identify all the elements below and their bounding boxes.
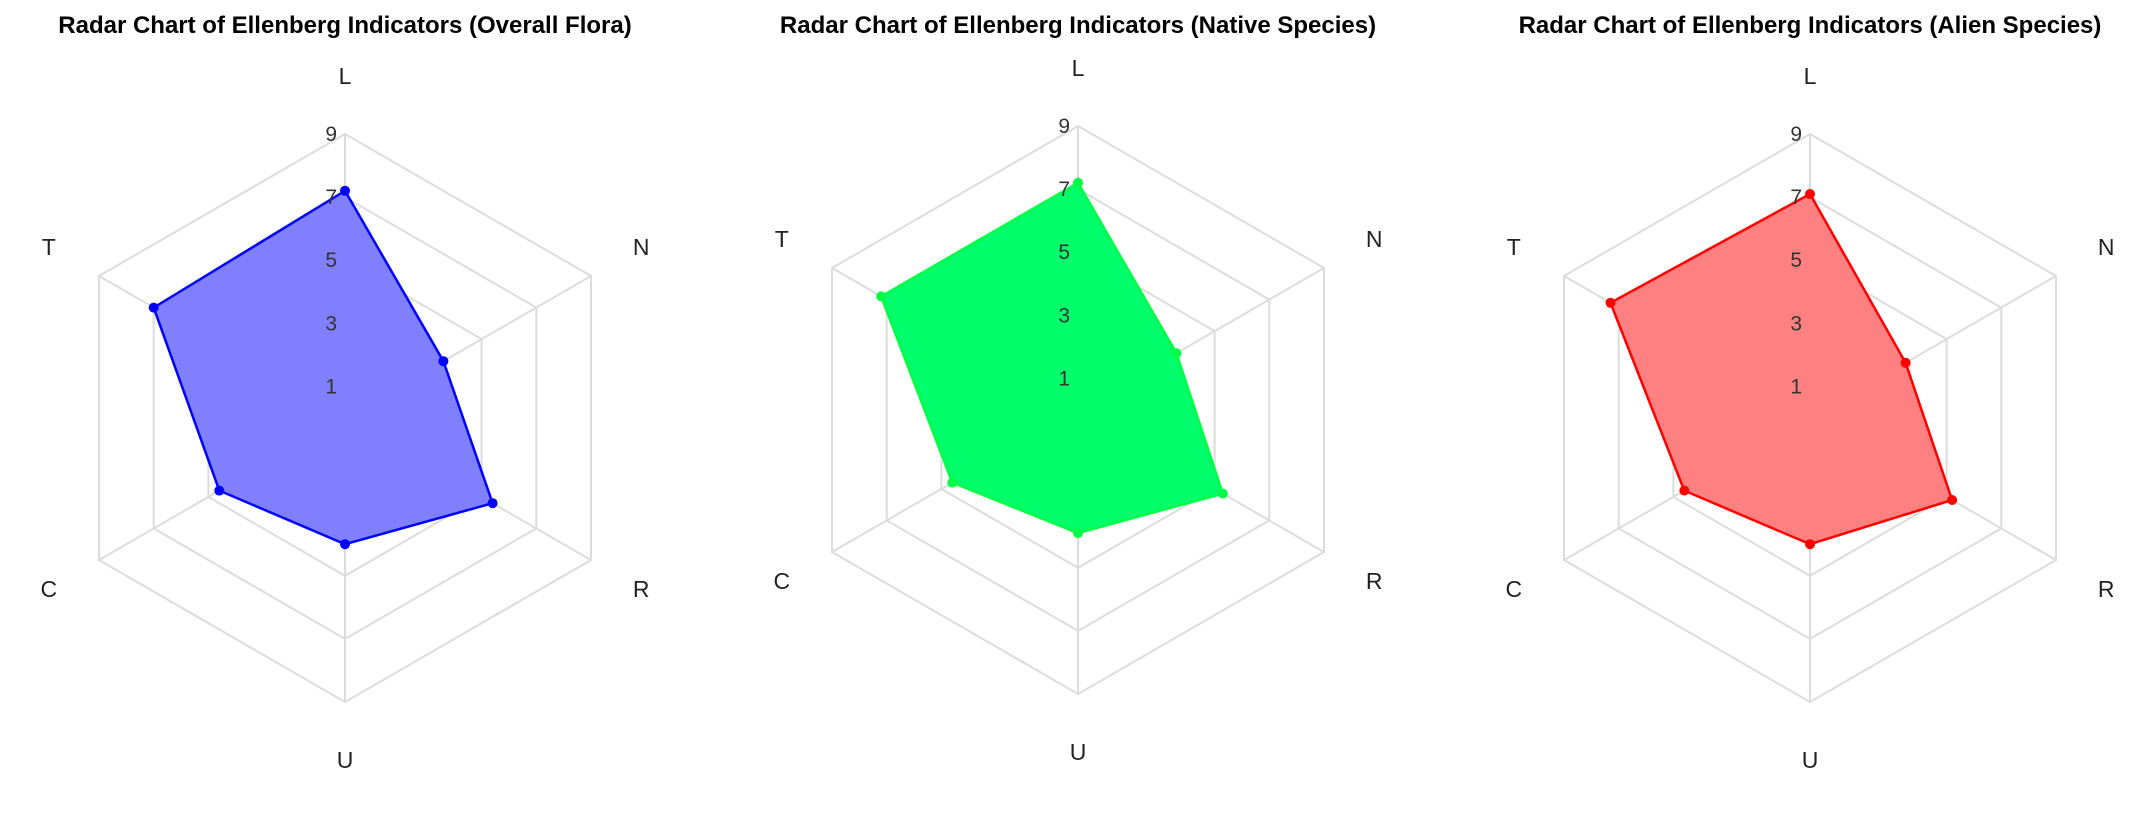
axis-label-L: L [1072,55,1085,81]
data-point [340,539,350,550]
radial-tick-label: 5 [1058,241,1070,264]
chart-title: Radar Chart of Ellenberg Indicators (Ali… [1519,12,2102,39]
axis-label-C: C [773,568,790,594]
radial-tick-label: 5 [1790,249,1802,272]
chart-title: Radar Chart of Ellenberg Indicators (Ove… [58,12,631,39]
axis-label-C: C [1505,576,1522,602]
radial-tick-label: 9 [1790,123,1802,146]
radial-tick-label: 5 [325,249,337,272]
axis-label-R: R [1366,568,1383,594]
data-point [1605,297,1616,308]
series-area [879,181,1225,535]
radar-panel-native: Radar Chart of Ellenberg Indicators (Nat… [773,12,1382,765]
axis-label-R: R [2098,576,2115,602]
chart-title: Radar Chart of Ellenberg Indicators (Nat… [780,12,1376,39]
axis-label-T: T [42,234,56,260]
radial-tick-label: 3 [1790,312,1802,335]
data-point [214,485,225,496]
data-point [1900,357,1911,368]
radial-tick-label: 3 [1058,304,1070,327]
axis-label-L: L [1804,63,1817,89]
radial-tick-label: 7 [325,186,337,209]
axis-label-U: U [1070,739,1087,765]
data-point [1073,177,1083,188]
radial-tick-label: 1 [325,375,337,398]
data-point [487,498,498,509]
data-point [438,356,449,367]
data-point [947,477,958,488]
series-area [1608,192,1954,546]
data-point [1171,348,1182,359]
data-point [876,291,887,302]
axis-label-T: T [775,226,789,252]
data-point [1679,485,1690,496]
radial-tick-label: 7 [1790,186,1802,209]
data-point [1217,488,1228,499]
axis-label-L: L [339,63,352,89]
axis-label-C: C [40,576,57,602]
axis-label-N: N [1366,226,1383,252]
radial-tick-label: 1 [1058,367,1070,390]
axis-label-U: U [1802,747,1819,773]
data-point [340,185,350,196]
axis-label-R: R [633,576,650,602]
radar-panel-overall: Radar Chart of Ellenberg Indicators (Ove… [40,12,649,773]
axis-label-U: U [337,747,354,773]
radial-tick-label: 9 [325,123,337,146]
axis-label-N: N [2098,234,2115,260]
radial-tick-label: 7 [1058,178,1070,201]
data-point [1073,528,1083,539]
radial-tick-label: 9 [1058,115,1070,138]
data-point [1805,539,1815,550]
axis-label-N: N [633,234,650,260]
radial-tick-label: 1 [1790,375,1802,398]
radar-panel-alien: Radar Chart of Ellenberg Indicators (Ali… [1505,12,2114,773]
axis-label-T: T [1507,234,1521,260]
data-point [148,302,159,313]
radial-tick-label: 3 [325,312,337,335]
data-point [1947,495,1958,505]
series-area [152,189,495,546]
data-point [1805,189,1815,199]
